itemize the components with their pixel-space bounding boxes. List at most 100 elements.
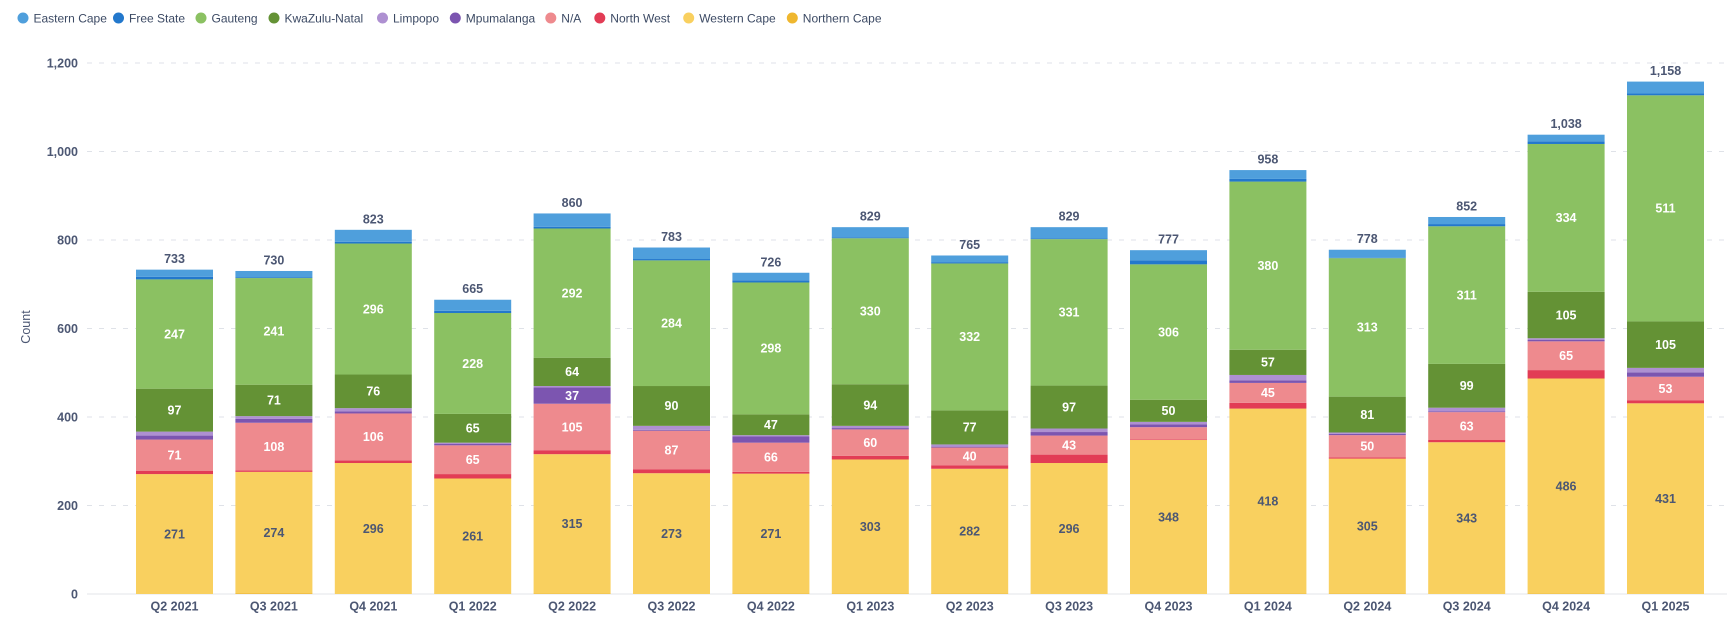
svg-text:65: 65 — [466, 453, 480, 467]
svg-text:71: 71 — [267, 394, 281, 408]
svg-text:730: 730 — [263, 253, 284, 267]
svg-text:47: 47 — [764, 418, 778, 432]
svg-text:418: 418 — [1257, 494, 1278, 508]
svg-text:1,038: 1,038 — [1550, 117, 1581, 131]
svg-text:0: 0 — [71, 587, 78, 601]
svg-text:106: 106 — [363, 430, 384, 444]
svg-text:303: 303 — [860, 520, 881, 534]
svg-text:228: 228 — [462, 357, 483, 371]
svg-text:800: 800 — [57, 233, 78, 247]
svg-text:852: 852 — [1456, 199, 1477, 213]
svg-text:50: 50 — [1360, 440, 1374, 454]
svg-text:Q1 2025: Q1 2025 — [1642, 600, 1690, 614]
svg-text:Q3 2021: Q3 2021 — [250, 600, 298, 614]
svg-text:380: 380 — [1257, 259, 1278, 273]
svg-text:Western Cape: Western Cape — [699, 11, 776, 25]
svg-text:273: 273 — [661, 527, 682, 541]
svg-text:783: 783 — [661, 230, 682, 244]
svg-text:860: 860 — [562, 196, 583, 210]
svg-text:Gauteng: Gauteng — [212, 11, 258, 25]
svg-text:Q1 2023: Q1 2023 — [846, 600, 894, 614]
svg-text:665: 665 — [462, 282, 483, 296]
svg-text:733: 733 — [164, 252, 185, 266]
svg-text:North West: North West — [610, 11, 670, 25]
svg-text:298: 298 — [760, 342, 781, 356]
svg-text:261: 261 — [462, 530, 483, 544]
svg-text:334: 334 — [1556, 211, 1577, 225]
svg-text:37: 37 — [565, 389, 579, 403]
svg-text:105: 105 — [1655, 338, 1676, 352]
svg-text:486: 486 — [1556, 479, 1577, 493]
svg-text:65: 65 — [466, 422, 480, 436]
svg-text:330: 330 — [860, 305, 881, 319]
svg-text:Limpopo: Limpopo — [393, 11, 439, 25]
svg-text:66: 66 — [764, 451, 778, 465]
svg-text:105: 105 — [562, 420, 583, 434]
svg-text:Q2 2024: Q2 2024 — [1343, 600, 1391, 614]
svg-text:65: 65 — [1559, 349, 1573, 363]
svg-text:241: 241 — [263, 325, 284, 339]
svg-text:1,158: 1,158 — [1650, 64, 1681, 78]
svg-text:765: 765 — [959, 238, 980, 252]
svg-text:94: 94 — [863, 398, 877, 412]
svg-text:284: 284 — [661, 316, 682, 330]
svg-text:823: 823 — [363, 212, 384, 226]
svg-text:296: 296 — [363, 302, 384, 316]
svg-text:600: 600 — [57, 322, 78, 336]
svg-text:777: 777 — [1158, 233, 1179, 247]
svg-text:200: 200 — [57, 499, 78, 513]
svg-text:305: 305 — [1357, 519, 1378, 533]
svg-text:Q1 2024: Q1 2024 — [1244, 600, 1292, 614]
svg-text:60: 60 — [863, 436, 877, 450]
svg-text:64: 64 — [565, 365, 579, 379]
svg-text:431: 431 — [1655, 492, 1676, 506]
svg-text:Q2 2021: Q2 2021 — [151, 600, 199, 614]
svg-text:1,200: 1,200 — [47, 56, 78, 70]
svg-text:400: 400 — [57, 410, 78, 424]
svg-text:829: 829 — [1059, 210, 1080, 224]
svg-text:71: 71 — [168, 449, 182, 463]
svg-text:306: 306 — [1158, 325, 1179, 339]
svg-text:63: 63 — [1460, 419, 1474, 433]
svg-text:76: 76 — [366, 385, 380, 399]
svg-text:Q1 2022: Q1 2022 — [449, 600, 497, 614]
svg-text:332: 332 — [959, 330, 980, 344]
svg-text:348: 348 — [1158, 510, 1179, 524]
svg-text:Northern Cape: Northern Cape — [803, 11, 882, 25]
svg-text:53: 53 — [1659, 382, 1673, 396]
svg-text:726: 726 — [760, 255, 781, 269]
svg-text:292: 292 — [562, 286, 583, 300]
svg-text:Q3 2022: Q3 2022 — [648, 600, 696, 614]
svg-text:Q4 2021: Q4 2021 — [349, 600, 397, 614]
svg-text:N/A: N/A — [561, 11, 581, 25]
svg-text:274: 274 — [263, 526, 284, 540]
svg-text:Free State: Free State — [129, 11, 185, 25]
svg-text:331: 331 — [1059, 306, 1080, 320]
svg-text:958: 958 — [1257, 153, 1278, 167]
svg-text:Eastern Cape: Eastern Cape — [34, 11, 108, 25]
svg-text:57: 57 — [1261, 356, 1275, 370]
svg-text:45: 45 — [1261, 386, 1275, 400]
svg-text:Q2 2023: Q2 2023 — [946, 600, 994, 614]
svg-text:511: 511 — [1655, 202, 1675, 216]
svg-text:Q4 2022: Q4 2022 — [747, 600, 795, 614]
svg-text:90: 90 — [665, 399, 679, 413]
svg-text:Count: Count — [19, 310, 33, 344]
svg-text:247: 247 — [164, 327, 185, 341]
svg-text:315: 315 — [562, 517, 583, 531]
svg-text:343: 343 — [1456, 511, 1477, 525]
svg-text:43: 43 — [1062, 438, 1076, 452]
svg-text:105: 105 — [1556, 308, 1577, 322]
svg-text:Q4 2023: Q4 2023 — [1145, 600, 1193, 614]
svg-text:81: 81 — [1360, 408, 1374, 422]
svg-text:Mpumalanga: Mpumalanga — [466, 11, 536, 25]
svg-text:KwaZulu-Natal: KwaZulu-Natal — [285, 11, 364, 25]
svg-text:829: 829 — [860, 210, 881, 224]
svg-text:311: 311 — [1457, 288, 1477, 302]
svg-text:1,000: 1,000 — [47, 145, 78, 159]
svg-text:Q3 2023: Q3 2023 — [1045, 600, 1093, 614]
svg-text:282: 282 — [959, 524, 980, 538]
svg-text:77: 77 — [963, 421, 977, 435]
svg-text:97: 97 — [168, 403, 182, 417]
svg-text:Q4 2024: Q4 2024 — [1542, 600, 1590, 614]
